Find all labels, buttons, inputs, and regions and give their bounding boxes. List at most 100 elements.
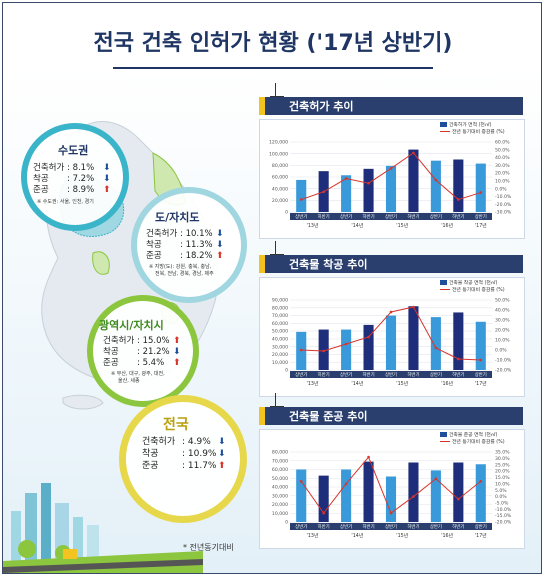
y2-tick-label: 30.0% [495,163,510,169]
y2-tick-label: 40.0% [495,155,510,161]
jeju [62,394,104,410]
year-label: '17년 [475,380,487,387]
capital-stats: 건축허가: 8.1% ⬇ 착공: 7.2% ⬇ 준공: 8.9% ⬆ [33,163,111,196]
year-label: '13년 [307,532,319,539]
metro-row-start: 착공: 21.2% ⬇ [103,347,181,357]
y-tick-label: 60,000 [272,321,288,327]
arrow-up-icon: ⬆ [173,358,181,368]
bar [363,461,374,522]
legend-bar: 건축물 착공 면적 (천㎡) [440,280,505,287]
bar [296,179,307,212]
panel-start: 건축물 착공 추이 건축물 착공 면적 (천㎡) 전년 동기대비 증감률 (%)… [259,241,525,397]
bar [318,475,329,522]
x-tick-label: 상반기 [475,213,487,220]
bar [385,165,397,212]
y-tick-label: 20,000 [272,352,288,358]
y-tick-label: 20,000 [272,502,288,508]
y-tick-label: 70,000 [272,458,288,464]
rate-point [389,310,393,314]
y2-tick-label: -10.0% [495,358,512,364]
year-label: '15년 [396,532,408,539]
y-tick-label: 120,000 [269,140,288,146]
national-ring [119,395,247,523]
rate-point [389,167,393,170]
y2-tick-label: 30.0% [495,318,510,324]
metro-note-2: 울산, 세종 [118,378,140,384]
x-tick-label: 상반기 [475,523,487,530]
y-tick-label: 80,000 [272,450,288,456]
y2-tick-label: -20.0% [495,368,512,374]
x-tick-label: 하반기 [362,523,374,530]
bar [453,159,464,212]
y2-tick-label: 0.0% [495,494,507,500]
chart-permit: 0 20,000 40,000 60,000 80,000 100,000 120,000 -… [269,140,512,229]
arrow-down-icon: ⬇ [218,437,226,447]
bar [363,324,374,370]
category-band [290,523,492,530]
x-tick-label: 하반기 [318,213,330,220]
y-tick-label: 40,000 [272,186,288,192]
year-label: '14년 [351,222,363,229]
category-band [290,213,492,220]
panel-title: 건축물 준공 추이 [289,410,368,423]
x-tick-label: 상반기 [385,371,397,378]
y2-tick-label: 0.0% [495,186,507,192]
rate-point [412,151,415,155]
y-tick-label: 40,000 [272,336,288,342]
province-stats: 건축허가: 10.1% ⬇ 착공: 11.3% ⬇ 준공: 18.2% ⬆ [146,229,224,262]
bar [475,464,486,522]
bar [385,315,397,370]
y-tick-label: 50,000 [272,476,288,482]
category-band [290,371,492,378]
rate-point [434,477,438,481]
capital-note: ※ 수도권: 서울, 인천, 경기 [37,199,94,205]
national-stats: 건축허가: 4.9% ⬇ 착공: 10.9% ⬇ 준공: 11.7% ⬆ [142,436,226,472]
rate-point [344,342,348,346]
year-label: '13년 [307,222,319,229]
x-tick-label: 상반기 [385,213,397,220]
y2-tick-label: 25.0% [495,462,510,468]
arrow-up-icon: ⬆ [218,461,226,471]
y-tick-label: 0 [285,368,288,374]
x-tick-label: 상반기 [295,371,307,378]
rate-point [367,335,370,339]
arrow-down-icon: ⬇ [173,347,181,357]
x-tick-label: 하반기 [407,371,419,378]
y-tick-label: 80,000 [272,305,288,311]
y2-tick-label: 35.0% [495,450,510,456]
x-tick-label: 상반기 [385,523,397,530]
y-tick-label: 0 [285,520,288,526]
bar [341,469,352,522]
y2-tick-label: 10.0% [495,338,510,344]
year-label: '15년 [396,222,408,229]
province-note-2: 전북, 전남, 경북, 경남, 제주 [155,271,214,277]
legend-line: 전년 동기대비 증감률 (%) [440,287,505,294]
y2-tick-label: 15.0% [495,475,510,481]
national-row-start: 착공: 10.9% ⬇ [142,449,226,459]
metro-title: 광역시/자치시 [99,319,164,332]
chart-box: 건축허가 면적 (천㎡) 전년 동기대비 증감률 (%) 0 20,000 40,0… [259,119,525,239]
city-skyline-illustration [3,483,203,573]
x-tick-label: 하반기 [452,523,464,530]
y2-tick-label: 20.0% [495,328,510,334]
x-tick-label: 하반기 [407,523,419,530]
national-title: 전국 [163,417,189,433]
chart-complete: 0 10,000 20,000 30,000 40,000 50,000 60,000 70,… [272,450,512,539]
bar [408,462,419,522]
capital-row-complete: 준공: 8.9% ⬆ [33,185,111,195]
chart-box: 건축물 착공 면적 (천㎡) 전년 동기대비 증감률 (%) 0 10,000 20… [259,277,525,397]
page-title: 전국 건축 인허가 현황 ('17년 상반기) [93,31,453,56]
rate-point [434,178,438,182]
bar [453,462,464,522]
y2-tick-label: -20.0% [495,520,512,526]
bar [475,163,486,212]
arrow-down-icon: ⬇ [216,229,224,239]
y2-tick-label: 30.0% [495,456,510,462]
province-area-2 [92,251,110,275]
bar [385,476,397,522]
national-row-complete: 준공: 11.7% ⬆ [142,461,226,471]
rate-point [412,305,415,309]
bar [341,329,352,370]
legend-line: 전년 동기대비 증감률 (%) [440,129,505,136]
chart-legend: 건축허가 면적 (천㎡) 전년 동기대비 증감률 (%) [440,122,505,136]
